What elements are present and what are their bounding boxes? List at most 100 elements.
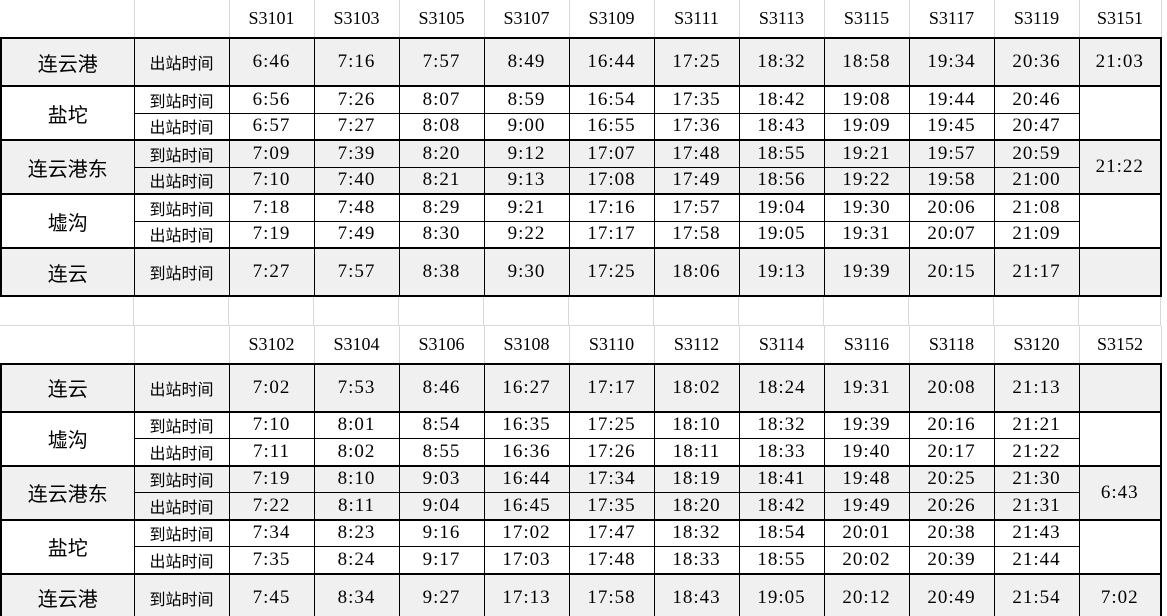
time-cell: 7:34 xyxy=(228,518,315,547)
time-cell: 8:54 xyxy=(398,410,485,439)
gridline-filler-cell xyxy=(398,297,484,326)
time-cell: 20:07 xyxy=(908,220,995,249)
time-type-cell: 出站时间 xyxy=(133,438,230,466)
time-cell: 21:43 xyxy=(993,518,1080,547)
time-cell: 18:20 xyxy=(653,492,740,520)
station-cell: 盐坨 xyxy=(0,518,135,574)
time-cell: 17:47 xyxy=(568,518,655,547)
time-cell: 19:21 xyxy=(823,139,910,168)
time-cell: 20:06 xyxy=(908,193,995,222)
time-type-cell: 出站时间 xyxy=(133,166,230,195)
time-type-cell: 出站时间 xyxy=(133,220,230,249)
time-cell: 7:10 xyxy=(228,166,315,195)
time-cell: 17:17 xyxy=(568,220,655,249)
time-cell: 8:38 xyxy=(398,247,485,297)
station-cell: 连云 xyxy=(0,247,135,297)
time-cell: 20:15 xyxy=(908,247,995,297)
time-cell: 8:49 xyxy=(483,37,570,87)
time-cell: 19:34 xyxy=(908,37,995,87)
train-number-header: S3111 xyxy=(654,0,740,38)
time-cell: 18:41 xyxy=(738,464,825,493)
time-cell: 21:54 xyxy=(993,572,1080,616)
time-cell: 16:36 xyxy=(483,438,570,466)
time-cell: 6:46 xyxy=(228,37,315,87)
table-gap-gridlines xyxy=(0,297,1161,326)
corner-blank-cell xyxy=(134,325,230,364)
time-cell: 8:10 xyxy=(313,464,400,493)
time-cell: 8:30 xyxy=(398,220,485,249)
time-cell: 20:39 xyxy=(908,546,995,574)
gridline-filler-cell xyxy=(738,297,824,326)
time-cell: 9:04 xyxy=(398,492,485,520)
gridline-filler-cell xyxy=(823,297,909,326)
time-cell: 17:08 xyxy=(568,166,655,195)
time-cell: 20:02 xyxy=(823,546,910,574)
time-cell: 18:06 xyxy=(653,247,740,297)
time-cell: 19:04 xyxy=(738,193,825,222)
time-cell: 21:21 xyxy=(993,410,1080,439)
time-cell: 21:13 xyxy=(993,362,1080,412)
time-cell-merged: 21:03 xyxy=(1078,37,1162,87)
gridline-filler-cell xyxy=(228,297,314,326)
time-cell: 19:09 xyxy=(823,112,910,141)
time-cell: 7:57 xyxy=(398,37,485,87)
gridline-filler-cell xyxy=(313,297,399,326)
time-cell: 7:27 xyxy=(228,247,315,297)
time-cell: 19:05 xyxy=(738,220,825,249)
train-number-header: S3113 xyxy=(739,0,825,38)
time-cell: 7:16 xyxy=(313,37,400,87)
time-cell: 17:35 xyxy=(653,85,740,114)
time-type-cell: 出站时间 xyxy=(133,362,230,412)
train-number-header: S3102 xyxy=(229,325,315,364)
time-cell: 16:55 xyxy=(568,112,655,141)
time-cell: 18:43 xyxy=(653,572,740,616)
time-cell: 21:30 xyxy=(993,464,1080,493)
time-cell: 20:36 xyxy=(993,37,1080,87)
train-number-header: S3103 xyxy=(314,0,400,38)
train-number-header: S3114 xyxy=(739,325,825,364)
time-type-cell: 出站时间 xyxy=(133,37,230,87)
time-type-cell: 出站时间 xyxy=(133,112,230,141)
train-number-header: S3104 xyxy=(314,325,400,364)
train-number-header: S3108 xyxy=(484,325,570,364)
time-cell: 17:48 xyxy=(653,139,740,168)
train-number-header: S3112 xyxy=(654,325,740,364)
time-cell: 18:33 xyxy=(653,546,740,574)
gridline-filler-cell xyxy=(908,297,994,326)
time-cell: 9:30 xyxy=(483,247,570,297)
train-number-header: S3110 xyxy=(569,325,655,364)
time-cell: 7:35 xyxy=(228,546,315,574)
time-cell: 18:55 xyxy=(738,546,825,574)
time-cell: 18:24 xyxy=(738,362,825,412)
train-number-header: S3109 xyxy=(569,0,655,38)
time-cell: 16:45 xyxy=(483,492,570,520)
time-cell: 7:53 xyxy=(313,362,400,412)
time-cell: 8:46 xyxy=(398,362,485,412)
time-cell: 17:49 xyxy=(653,166,740,195)
time-cell: 17:48 xyxy=(568,546,655,574)
time-type-cell: 到站时间 xyxy=(133,247,230,297)
time-cell: 20:26 xyxy=(908,492,995,520)
time-cell: 18:54 xyxy=(738,518,825,547)
station-cell: 墟沟 xyxy=(0,193,135,249)
train-number-header: S3106 xyxy=(399,325,485,364)
station-cell: 连云 xyxy=(0,362,135,412)
time-cell: 17:13 xyxy=(483,572,570,616)
time-cell-merged xyxy=(1078,85,1162,141)
station-cell: 连云港 xyxy=(0,37,135,87)
time-cell: 21:17 xyxy=(993,247,1080,297)
train-number-header: S3101 xyxy=(229,0,315,38)
time-cell: 19:22 xyxy=(823,166,910,195)
train-number-header: S3120 xyxy=(994,325,1080,364)
time-cell: 7:39 xyxy=(313,139,400,168)
time-cell: 18:32 xyxy=(738,37,825,87)
time-cell: 17:03 xyxy=(483,546,570,574)
train-number-header: S3115 xyxy=(824,0,910,38)
time-cell: 8:01 xyxy=(313,410,400,439)
time-type-cell: 到站时间 xyxy=(133,572,230,616)
time-cell: 8:34 xyxy=(313,572,400,616)
time-cell-merged xyxy=(1078,410,1162,466)
time-type-cell: 出站时间 xyxy=(133,546,230,574)
time-type-cell: 到站时间 xyxy=(133,410,230,439)
